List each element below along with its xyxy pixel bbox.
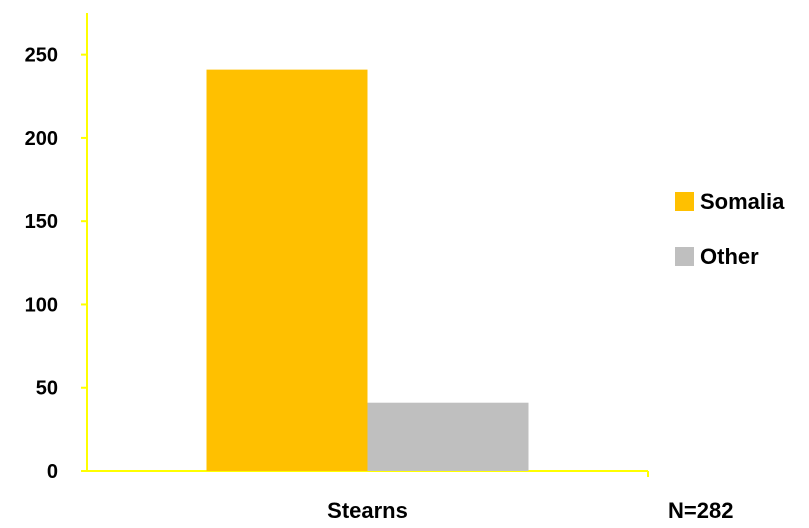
y-tick-label: 150	[25, 211, 58, 233]
y-axis-ticks: 0 50 100 150 200 250	[25, 45, 87, 483]
y-tick-label: 200	[25, 128, 58, 150]
x-axis-labels: Stearns	[327, 498, 408, 523]
y-tick-label: 250	[25, 45, 58, 67]
bar-somalia-stearns	[206, 69, 368, 471]
y-tick-label: 100	[25, 294, 58, 316]
x-category-label: Stearns	[327, 498, 408, 523]
legend-label-other: Other	[700, 244, 759, 269]
y-tick-label: 0	[47, 461, 58, 483]
chart-legend: Somalia Other	[675, 189, 785, 269]
chart-bars	[206, 69, 529, 471]
legend-swatch-somalia	[675, 192, 694, 211]
bar-other-stearns	[367, 402, 529, 471]
legend-label-somalia: Somalia	[700, 189, 785, 214]
sample-size-annotation: N=282	[668, 498, 733, 523]
legend-swatch-other	[675, 247, 694, 266]
y-tick-label: 50	[36, 378, 58, 400]
